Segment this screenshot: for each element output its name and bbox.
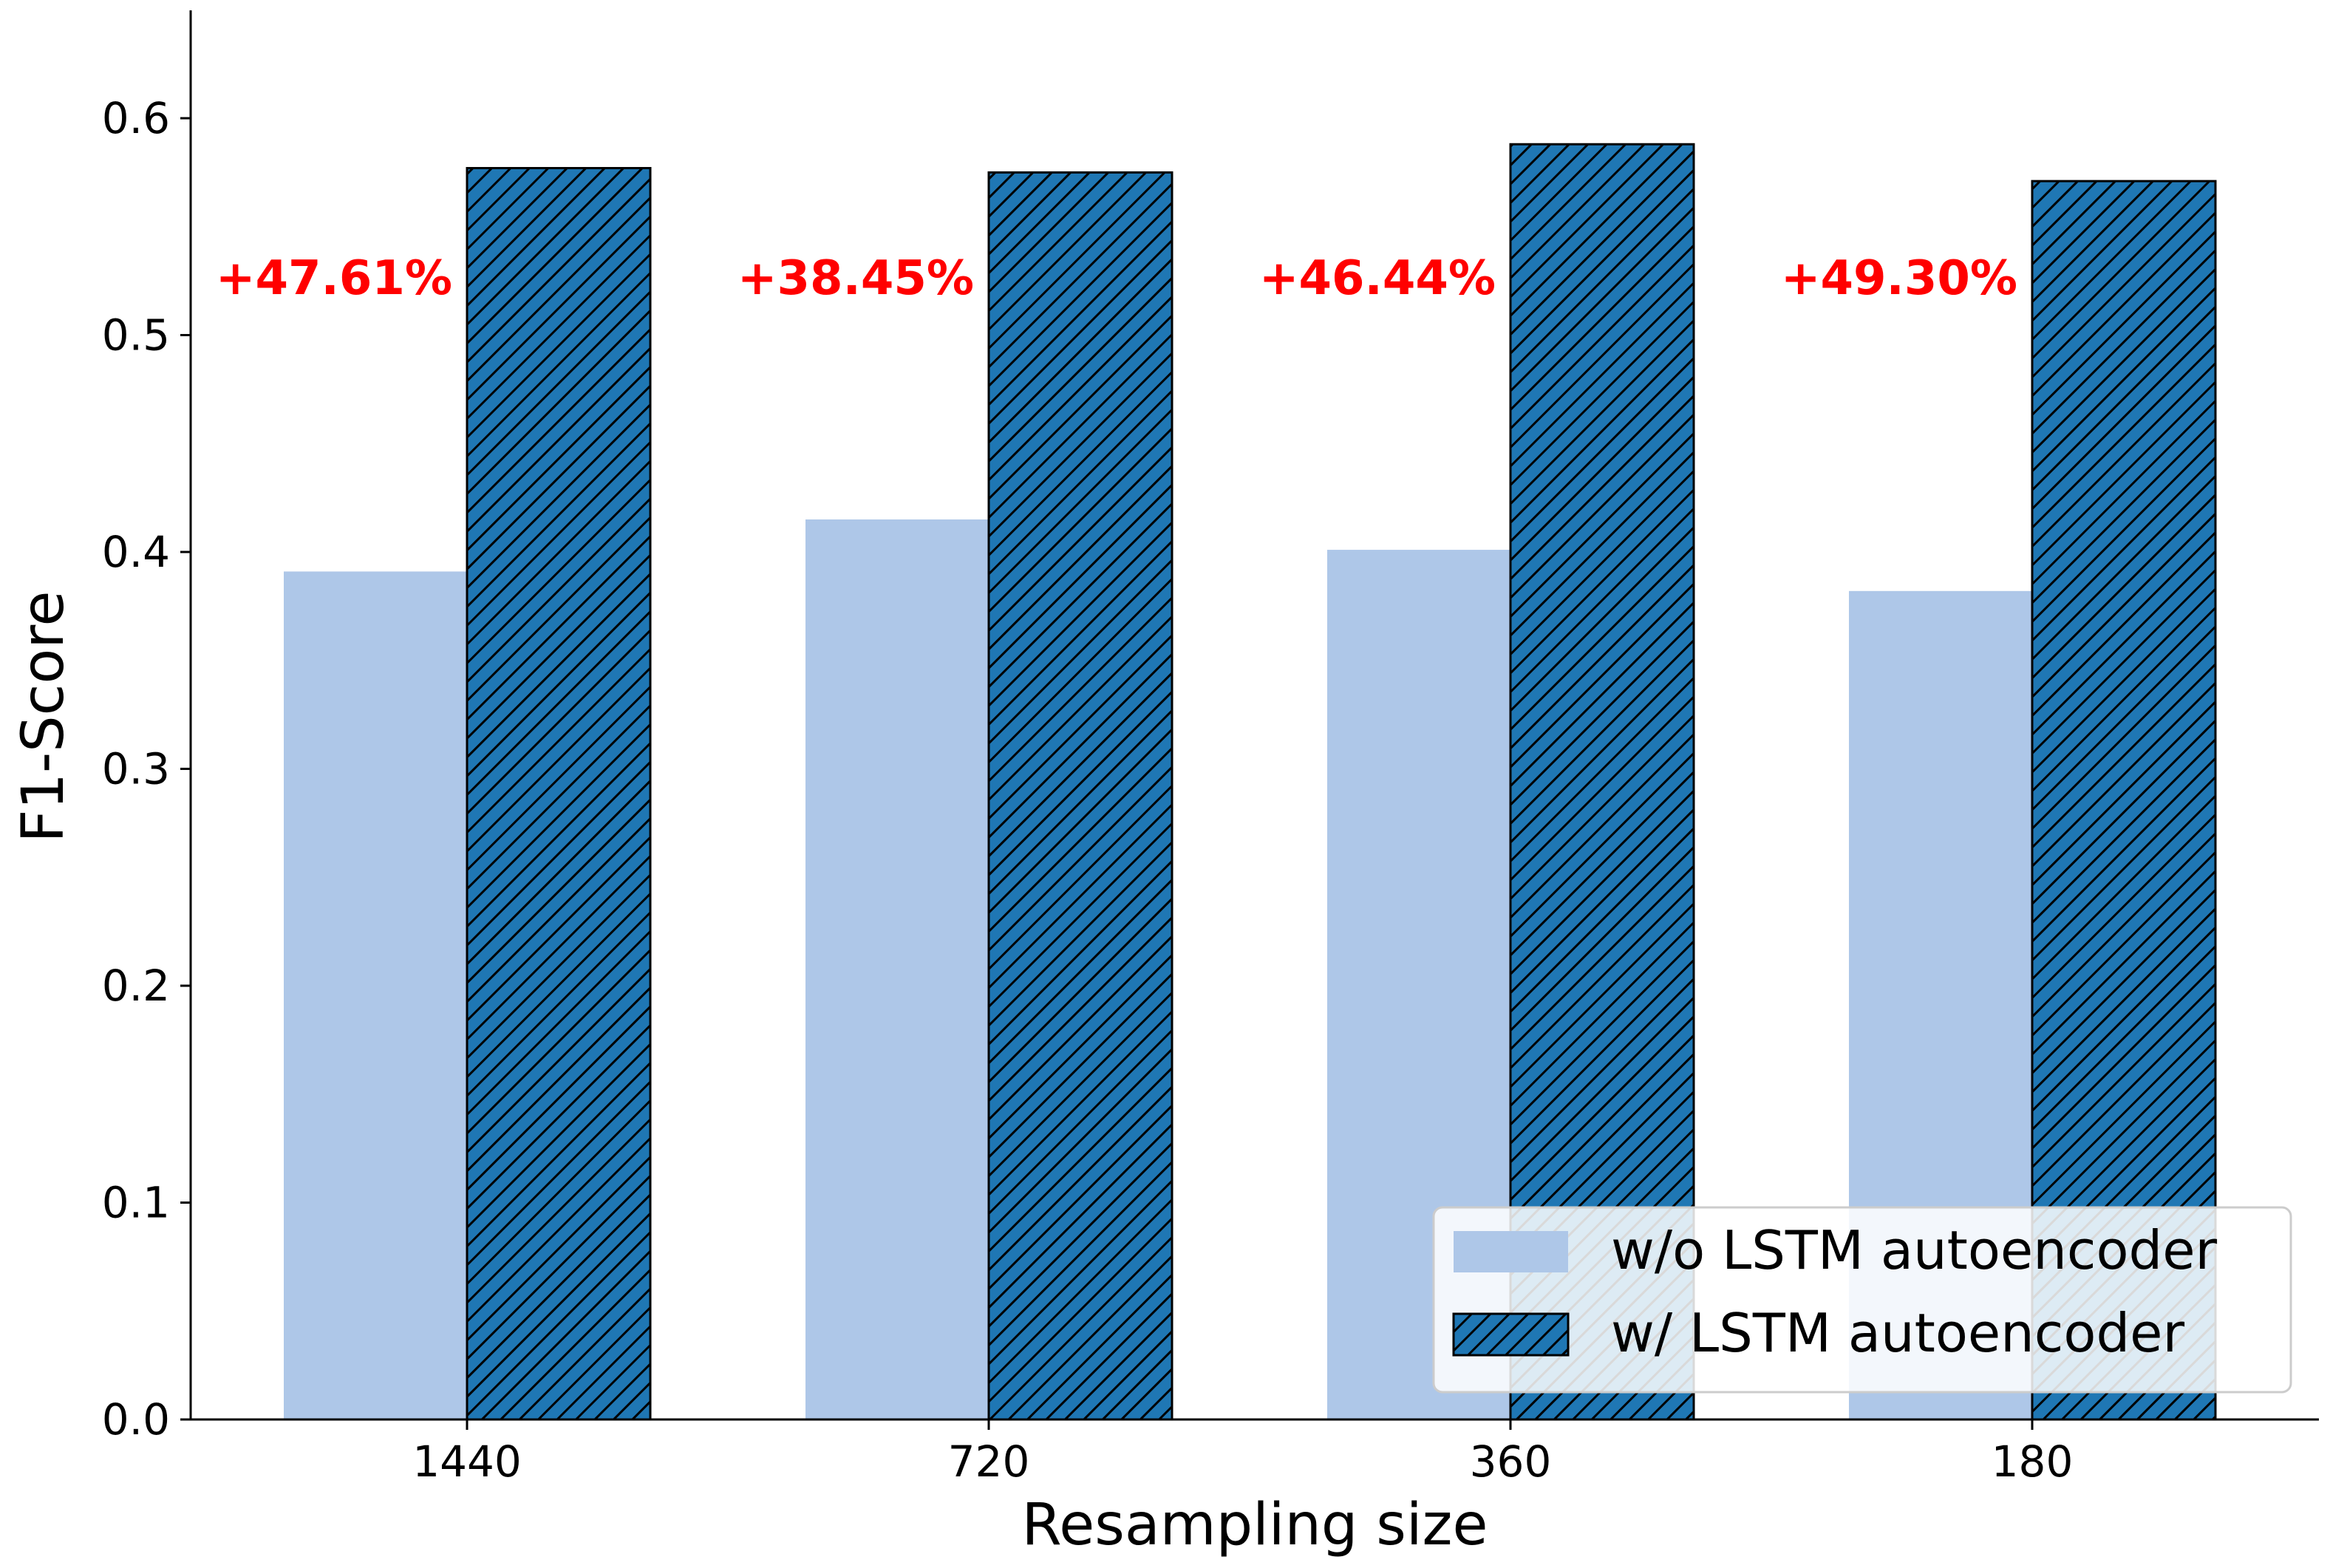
bar-without-autoencoder-1440 xyxy=(284,571,467,1419)
legend: w/o LSTM autoencoder w/ LSTM autoencoder xyxy=(1432,1206,2292,1394)
y-tick-label-0.5: 0.5 xyxy=(102,310,170,361)
x-axis-label: Resampling size xyxy=(1022,1492,1488,1558)
bar-with-autoencoder-1440 xyxy=(466,167,652,1421)
improvement-label-360: +46.44% xyxy=(1259,251,1496,306)
y-tick-label-0.1: 0.1 xyxy=(102,1178,170,1228)
legend-label-with-autoencoder: w/ LSTM autoencoder xyxy=(1611,1302,2184,1364)
y-ticks-group: 0.0 0.1 0.2 0.3 0.4 0.5 0.6 xyxy=(102,93,191,1445)
improvement-label-180: +49.30% xyxy=(1781,251,2017,306)
legend-swatch-without-autoencoder xyxy=(1454,1231,1568,1272)
y-tick-label-0.2: 0.2 xyxy=(102,961,170,1011)
legend-label-without-autoencoder: w/o LSTM autoencoder xyxy=(1611,1219,2217,1281)
legend-swatch-with-autoencoder xyxy=(1452,1312,1570,1357)
annotations-group: +47.61% +38.45% +46.44% +49.30% xyxy=(216,251,2017,306)
legend-frame xyxy=(1432,1206,2292,1394)
improvement-label-1440: +47.61% xyxy=(216,251,452,306)
x-ticks-group: 1440 720 360 180 xyxy=(412,1419,2073,1487)
improvement-label-720: +38.45% xyxy=(738,251,974,306)
x-tick-label-1440: 1440 xyxy=(412,1436,522,1487)
y-tick-label-0.3: 0.3 xyxy=(102,744,170,794)
y-tick-label-0.0: 0.0 xyxy=(102,1394,170,1445)
y-tick-label-0.6: 0.6 xyxy=(102,93,170,143)
bar-without-autoencoder-720 xyxy=(805,519,989,1419)
y-tick-label-0.4: 0.4 xyxy=(102,527,170,577)
y-axis-label: F1-Score xyxy=(10,590,77,842)
x-tick-label-720: 720 xyxy=(948,1436,1030,1487)
axes xyxy=(189,10,2319,1421)
bar-with-autoencoder-720 xyxy=(987,171,1173,1421)
x-tick-label-360: 360 xyxy=(1470,1436,1552,1487)
x-tick-label-180: 180 xyxy=(1992,1436,2074,1487)
